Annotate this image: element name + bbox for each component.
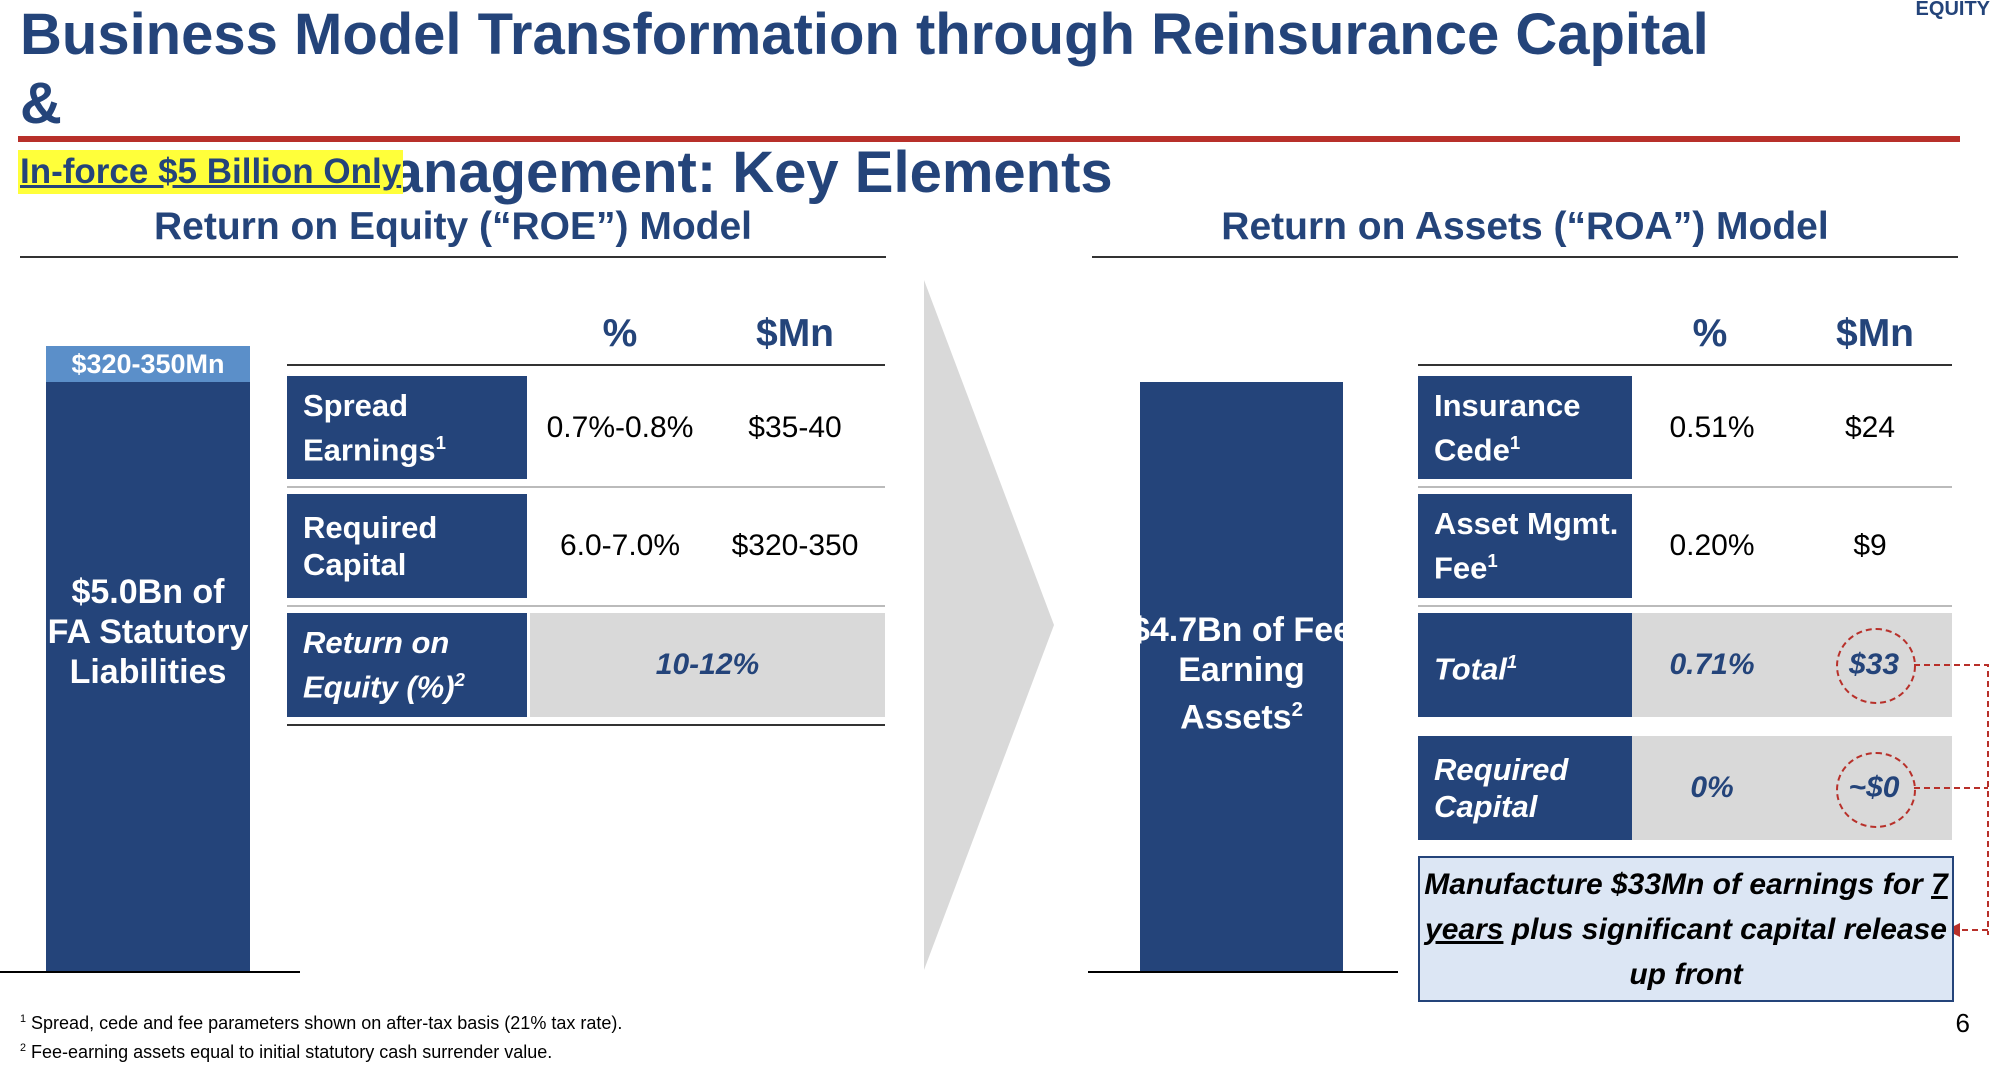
title-divider	[18, 136, 1960, 142]
footnote-ref: 2	[1291, 699, 1303, 721]
scope-highlight: In-force $5 Billion Only	[18, 150, 404, 194]
roa-col-pct: %	[1692, 312, 1728, 355]
roe-spread-mn: $35-40	[748, 410, 842, 444]
footnote-ref: 1	[1487, 550, 1498, 572]
roe-row-required-capital: Required Capital	[287, 494, 527, 598]
roa-row-label: Required Capital	[1434, 752, 1569, 824]
footnote-ref: 1	[435, 431, 446, 453]
roa-cede-mn: $24	[1844, 410, 1896, 444]
company-logo: EQUITY	[1915, 0, 1990, 20]
callout-text: Manufacture $33Mn of earnings for	[1424, 868, 1932, 901]
roe-row-rule	[287, 605, 885, 607]
footnote-ref: 1	[1506, 650, 1518, 672]
footnote-1: 1 Spread, cede and fee parameters shown …	[20, 1007, 1020, 1036]
roe-title-rule	[20, 256, 886, 258]
roe-header-rule	[287, 364, 885, 366]
roa-row-rule	[1418, 605, 1952, 607]
roa-row-total: Total1	[1418, 613, 1632, 717]
roe-return-value: 10-12%	[530, 613, 885, 717]
roa-header-rule	[1418, 364, 1952, 366]
roa-capital-pct: 0%	[1690, 771, 1734, 804]
footnote-ref: 2	[454, 669, 465, 691]
roa-bar-label-text: $4.7Bn of Fee Earning Assets	[1130, 611, 1353, 737]
roe-row-label: Return on Equity (%)	[303, 625, 455, 705]
roa-section-title: Return on Assets (“ROA”) Model	[1221, 205, 1829, 248]
footnote-text: Fee-earning assets equal to initial stat…	[31, 1042, 553, 1062]
roe-capital-mn: $320-350	[731, 529, 859, 562]
roa-title-rule	[1092, 256, 1958, 258]
roe-bar-label: $5.0Bn of FA Statutory Liabilities	[47, 573, 249, 691]
roa-capital-mn: ~$0	[1848, 771, 1900, 804]
roe-spread-pct: 0.7%-0.8%	[546, 410, 694, 444]
roe-row-return-on-equity: Return on Equity (%)2	[287, 613, 527, 717]
roa-baseline	[1088, 971, 1398, 973]
roa-fee-pct: 0.20%	[1669, 529, 1755, 562]
roa-row-rule	[1418, 486, 1952, 488]
roe-bar-cap-label: $320-350Mn	[46, 346, 250, 382]
roe-liabilities-bar	[46, 382, 250, 972]
roe-row-label: Required Capital	[303, 510, 438, 582]
transformation-arrow	[924, 280, 1054, 970]
roa-total-pct: 0.71%	[1669, 648, 1755, 681]
roe-row-rule	[287, 486, 885, 488]
arrow-shape	[924, 280, 1054, 970]
footnote-2: 2 Fee-earning assets equal to initial st…	[20, 1036, 1020, 1065]
roe-table-bottom-rule	[287, 724, 885, 726]
roe-row-spread-earnings: Spread Earnings1	[287, 376, 527, 479]
total-connector-line	[1914, 664, 1989, 935]
footnote-number: 2	[20, 1042, 27, 1054]
roe-col-pct: %	[602, 312, 638, 355]
roe-section-title: Return on Equity (“ROE”) Model	[154, 205, 752, 248]
roa-col-mn: $Mn	[1836, 312, 1914, 355]
roa-cede-pct: 0.51%	[1669, 410, 1755, 444]
roe-col-mn: $Mn	[756, 312, 834, 355]
roa-row-label: Asset Mgmt. Fee	[1434, 506, 1619, 586]
page-number: 6	[1955, 1008, 1970, 1038]
callout-years: 7 years	[1425, 868, 1948, 946]
roa-capital-circle	[1836, 752, 1916, 828]
footnote-ref: 1	[1509, 431, 1521, 453]
roa-total-mn: $33	[1848, 648, 1900, 681]
roa-row-insurance-cede: Insurance Cede1	[1418, 376, 1632, 479]
footnote-text: Spread, cede and fee parameters shown on…	[31, 1013, 623, 1033]
earnings-callout: Manufacture $33Mn of earnings for 7 year…	[1418, 856, 1954, 1002]
roa-row-required-capital: Required Capital	[1418, 736, 1632, 840]
roe-row-label: Spread Earnings	[303, 387, 436, 468]
roa-fee-mn: $9	[1853, 529, 1887, 562]
roe-baseline	[0, 971, 300, 973]
roe-capital-pct: 6.0-7.0%	[559, 529, 681, 562]
title-line-1: Business Model Transformation through Re…	[20, 2, 1709, 136]
roa-bar-label: $4.7Bn of Fee Earning Assets2	[1130, 610, 1353, 737]
roa-row-asset-mgmt-fee: Asset Mgmt. Fee1	[1418, 494, 1632, 598]
roa-assets-bar	[1140, 382, 1343, 972]
footnotes: 1 Spread, cede and fee parameters shown …	[20, 1007, 1020, 1065]
footnote-number: 1	[20, 1013, 27, 1025]
roa-row-label: Insurance Cede	[1434, 387, 1581, 468]
roa-row-label: Total	[1434, 651, 1507, 687]
callout-text-end: plus significant capital release up fron…	[1503, 913, 1947, 991]
